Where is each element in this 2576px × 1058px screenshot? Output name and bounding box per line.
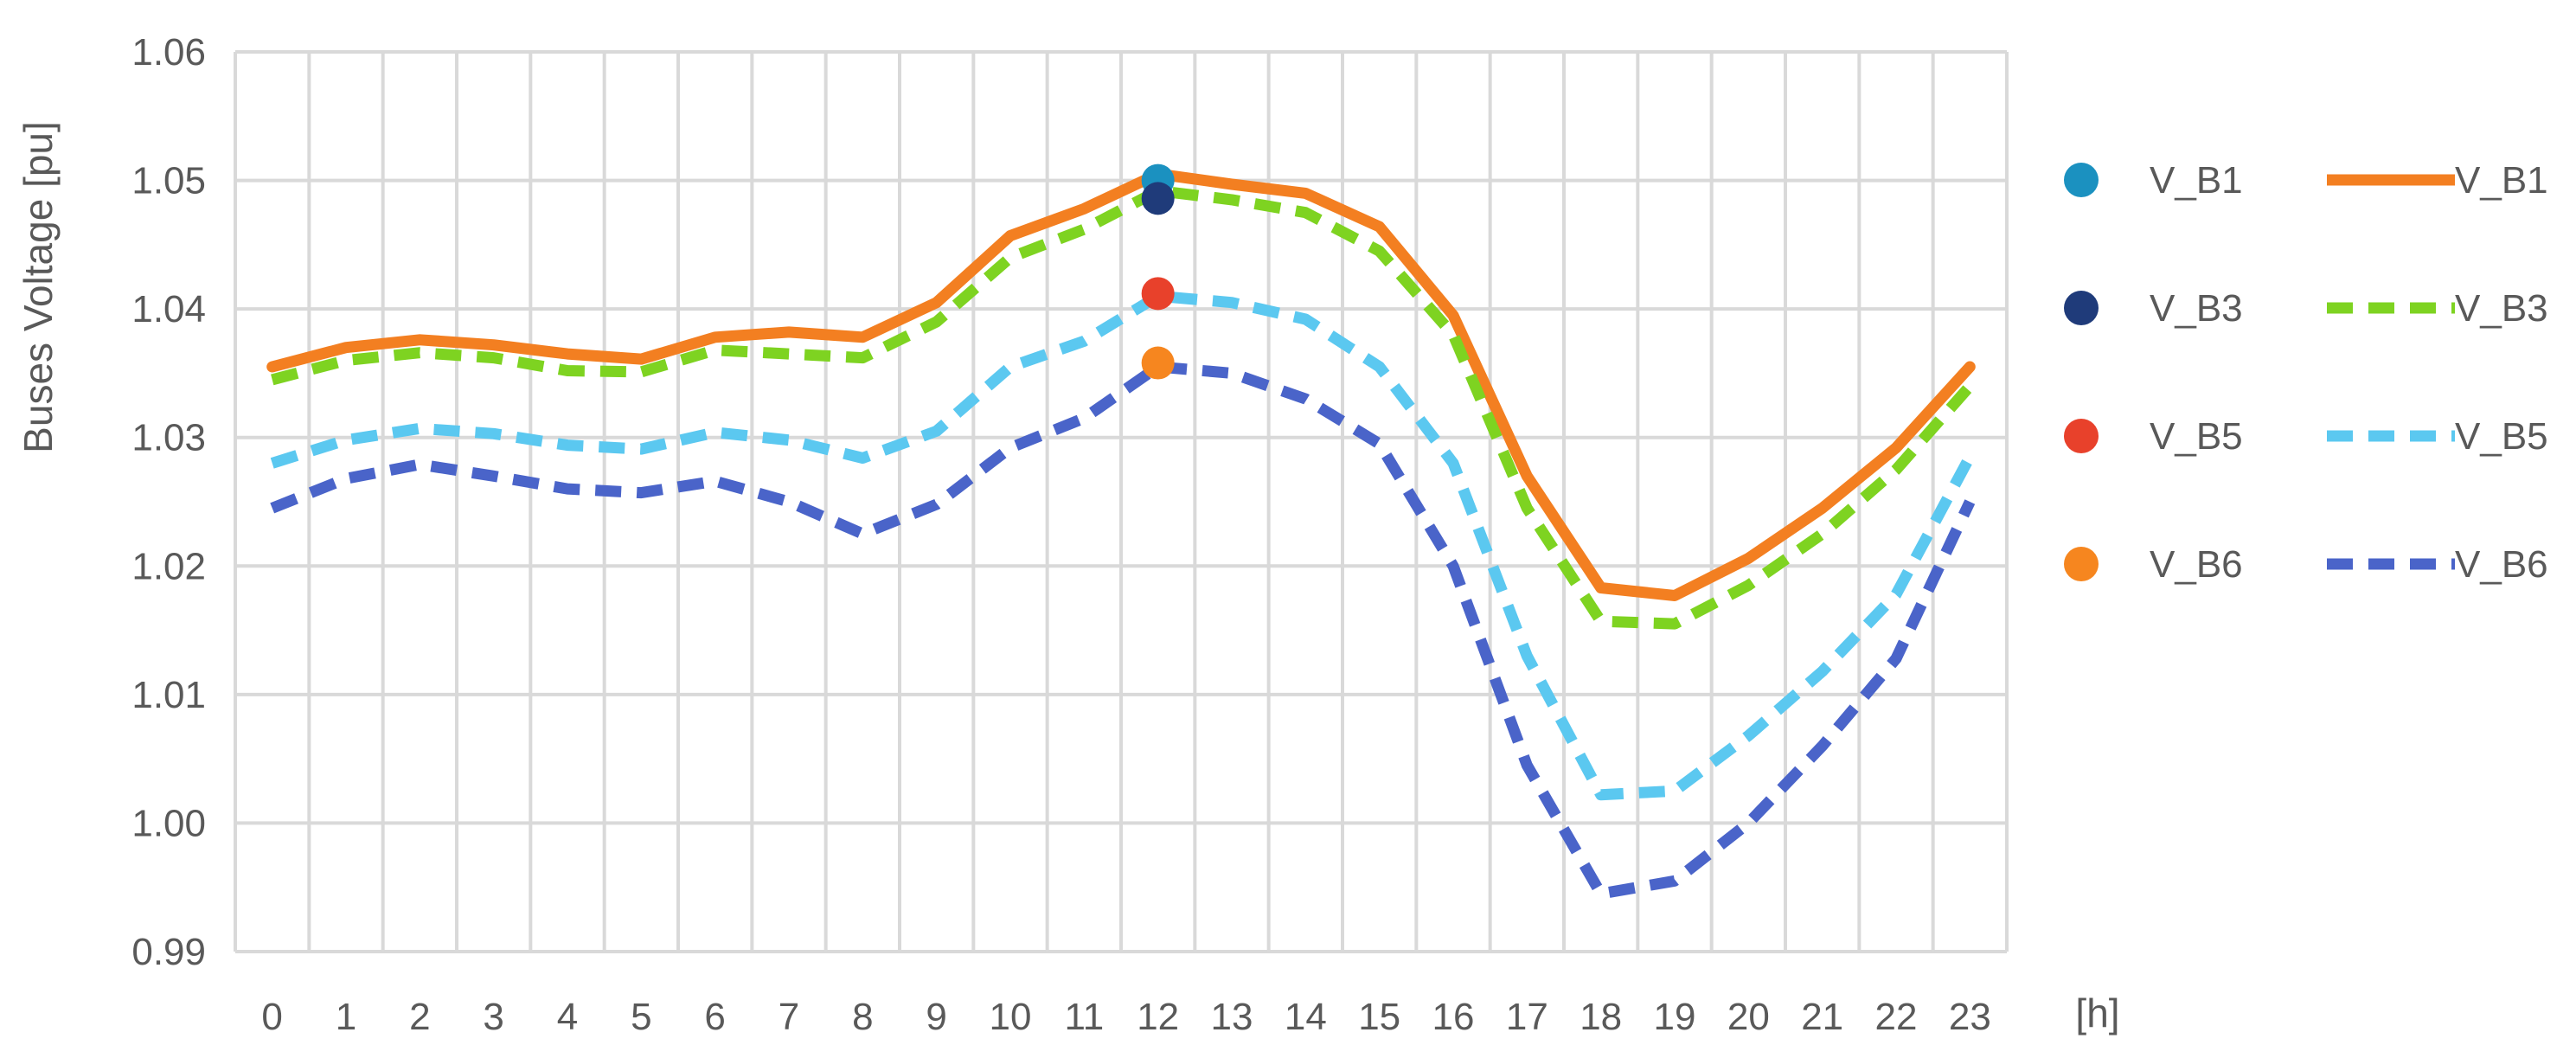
- legend-marker-v-b5: [2064, 419, 2099, 453]
- legend-label: V_B3: [2150, 287, 2243, 330]
- x-tick-label: 16: [1432, 996, 1475, 1038]
- y-axis-title: Buses Voltage [pu]: [16, 121, 61, 453]
- x-tick-label: 22: [1875, 996, 1918, 1038]
- legend-marker-v-b3: [2064, 291, 2099, 325]
- x-tick-label: 13: [1211, 996, 1253, 1038]
- x-tick-label: 2: [409, 996, 430, 1038]
- x-tick-label: 11: [1064, 996, 1104, 1038]
- series-line-v-b6: [270, 361, 1976, 900]
- legend-label: V_B5: [2455, 415, 2548, 458]
- series-line-v-b5: [270, 290, 1976, 801]
- legend-label: V_B6: [2150, 543, 2243, 586]
- x-tick-label: 4: [557, 996, 578, 1038]
- legend-label: V_B1: [2150, 159, 2243, 202]
- x-tick-label: 5: [631, 996, 651, 1038]
- marker-v-b3: [1141, 182, 1175, 215]
- y-tick-label: 0.99: [131, 931, 206, 973]
- x-tick-label: 20: [1727, 996, 1770, 1038]
- x-axis-title: [h]: [2075, 991, 2119, 1036]
- series-lines: [266, 168, 1976, 900]
- legend-label: V_B6: [2455, 543, 2548, 586]
- x-tick-label: 7: [779, 996, 799, 1038]
- x-tick-label: 12: [1137, 996, 1179, 1038]
- y-tick-label: 1.02: [131, 545, 206, 587]
- y-tick-labels: 0.99 1.00 1.01 1.02 1.03 1.04 1.05 1.06: [131, 31, 206, 973]
- y-tick-label: 1.04: [131, 288, 206, 330]
- x-tick-labels: 0 1 2 3 4 5 6 7 8 9 10 11 12 13 14 15 16 17 18 19 20 21 22 23: [261, 996, 1990, 1038]
- markers: [1141, 164, 1175, 380]
- y-tick-label: 1.00: [131, 802, 206, 844]
- x-tick-label: 23: [1949, 996, 1991, 1038]
- x-tick-label: 9: [926, 996, 946, 1038]
- marker-v-b5: [1141, 277, 1175, 311]
- x-tick-label: 21: [1801, 996, 1843, 1038]
- y-tick-label: 1.03: [131, 417, 206, 459]
- legend-label: V_B5: [2150, 415, 2243, 458]
- x-tick-label: 17: [1506, 996, 1548, 1038]
- x-tick-label: 10: [990, 996, 1032, 1038]
- y-tick-label: 1.01: [131, 674, 206, 716]
- y-tick-label: 1.05: [131, 160, 206, 202]
- x-tick-label: 18: [1580, 996, 1622, 1038]
- x-tick-label: 3: [483, 996, 503, 1038]
- x-tick-label: 1: [336, 996, 356, 1038]
- legend-marker-v-b6: [2064, 547, 2099, 581]
- x-tick-label: 6: [704, 996, 725, 1038]
- legend: V_B1 V_B3 V_B5 V_B6 V_B1 V_B3 V_B5 V_B6: [2064, 159, 2548, 586]
- x-tick-label: 19: [1654, 996, 1696, 1038]
- x-tick-label: 0: [261, 996, 282, 1038]
- legend-marker-v-b1: [2064, 163, 2099, 197]
- legend-label: V_B1: [2455, 159, 2548, 202]
- series-line-v-b1: [266, 168, 1976, 601]
- y-tick-label: 1.06: [131, 31, 206, 74]
- x-tick-label: 8: [852, 996, 873, 1038]
- x-tick-label: 14: [1285, 996, 1327, 1038]
- legend-label: V_B3: [2455, 287, 2548, 330]
- x-tick-label: 15: [1358, 996, 1400, 1038]
- marker-v-b6: [1141, 346, 1175, 380]
